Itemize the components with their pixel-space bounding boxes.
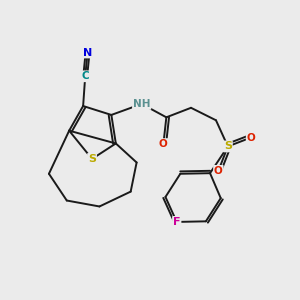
Text: S: S [88, 154, 96, 164]
Text: N: N [83, 47, 92, 58]
Text: O: O [247, 133, 255, 142]
Text: C: C [81, 71, 89, 81]
Text: NH: NH [133, 99, 150, 109]
Text: O: O [214, 166, 223, 176]
Text: F: F [173, 217, 181, 227]
Text: O: O [159, 139, 168, 149]
Text: S: S [224, 141, 232, 152]
